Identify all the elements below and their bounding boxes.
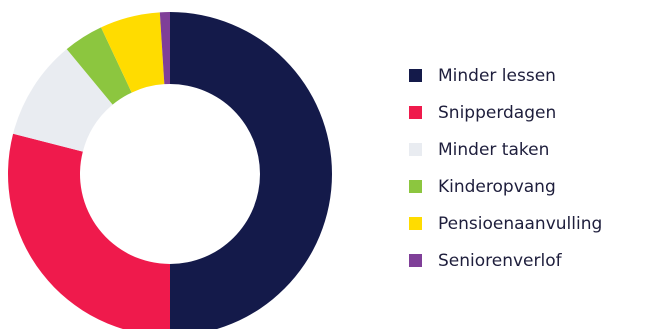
legend-swatch-1 (409, 69, 422, 82)
legend-label-5: Pensioenaanvulling (438, 214, 602, 234)
legend-label-6: Seniorenverlof (438, 251, 563, 271)
donut-slice-4 (66, 27, 132, 105)
legend-swatch-4 (409, 180, 422, 193)
legend-swatch-5 (409, 217, 422, 230)
legend-swatch-6 (409, 254, 422, 267)
legend-label-4: Kinderopvang (438, 177, 556, 197)
legend-label-3: Minder taken (438, 140, 549, 160)
legend-swatch-2 (409, 106, 422, 119)
donut-slice-5 (101, 12, 165, 93)
donut-slice-1 (170, 12, 332, 329)
legend-label-2: Snipperdagen (438, 103, 556, 123)
donut-slice-6 (159, 12, 170, 85)
chart-legend: Minder lessen Snipperdagen Minder taken Kin… (409, 66, 602, 271)
donut-slice-3 (13, 49, 113, 152)
donut-slice-2 (8, 133, 170, 329)
legend-label-1: Minder lessen (438, 66, 556, 86)
donut-slices (8, 12, 332, 329)
legend-swatch-3 (409, 143, 422, 156)
